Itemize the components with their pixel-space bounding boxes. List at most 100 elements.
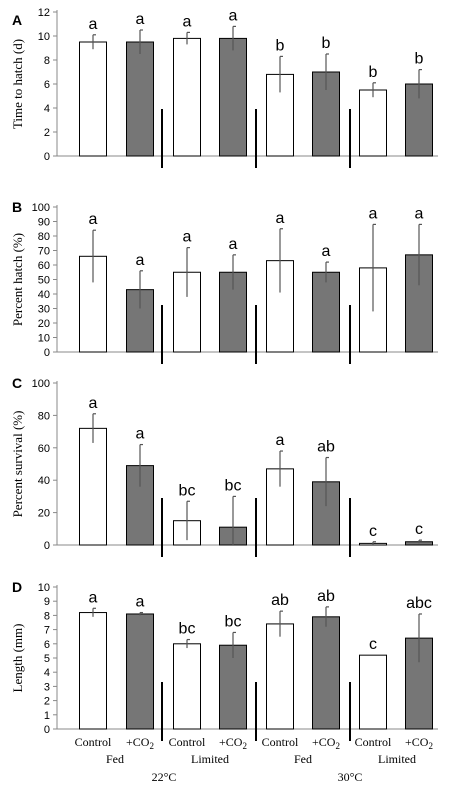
- bar: [219, 37, 247, 157]
- x-category-label: +CO2: [312, 735, 340, 751]
- significance-letter: a: [415, 205, 424, 222]
- y-tick-label: 20: [38, 508, 50, 520]
- bar: [405, 83, 433, 157]
- significance-letter: c: [415, 521, 423, 538]
- y-tick-label: 80: [38, 410, 50, 422]
- y-tick-label: 100: [32, 202, 50, 214]
- panel-letter: C: [12, 375, 22, 391]
- bar: [79, 427, 107, 546]
- y-tick-label: 90: [38, 217, 50, 229]
- feeding-label: Fed: [106, 752, 124, 766]
- y-tick-label: 4: [44, 103, 50, 115]
- y-tick-label: 6: [44, 639, 50, 651]
- significance-letter: b: [415, 51, 424, 68]
- panel-a: A Time to hatch (d) 0 2 4 6 8 10 12 a a a a b b b b: [10, 7, 438, 168]
- feeding-label: Limited: [191, 752, 229, 766]
- subscript-2: 2: [428, 741, 433, 751]
- bar: [266, 623, 294, 730]
- feeding-label: Limited: [378, 752, 416, 766]
- significance-letter: a: [136, 252, 145, 269]
- significance-letter: bc: [179, 621, 196, 638]
- y-tick-label: 80: [38, 231, 50, 243]
- subscript-2: 2: [242, 741, 247, 751]
- significance-letter: a: [322, 243, 331, 260]
- significance-letter: a: [136, 594, 145, 611]
- significance-letter: a: [183, 229, 192, 246]
- bar: [359, 654, 387, 730]
- subscript-2: 2: [335, 741, 340, 751]
- significance-letter: ab: [271, 592, 289, 609]
- significance-letter: bc: [225, 477, 242, 494]
- y-axis-title: Time to hatch (d): [10, 39, 25, 129]
- panel-letter: A: [12, 12, 22, 28]
- significance-letter: a: [136, 426, 145, 443]
- y-axis-title: Percent survival (%): [10, 411, 25, 518]
- temperature-label: 30°C: [338, 770, 363, 784]
- panel-letter: D: [12, 579, 22, 595]
- y-tick-label: 70: [38, 246, 50, 258]
- y-tick-label: 60: [38, 443, 50, 455]
- significance-letter: a: [89, 211, 98, 228]
- significance-letter: a: [89, 16, 98, 33]
- subscript-2: 2: [149, 741, 154, 751]
- bar: [79, 41, 107, 157]
- x-category-label: +CO2: [126, 735, 154, 751]
- feeding-label: Fed: [294, 752, 312, 766]
- bar: [173, 37, 201, 157]
- bar: [359, 89, 387, 157]
- y-tick-label: 20: [38, 318, 50, 330]
- x-category-label: Control: [262, 735, 299, 749]
- y-tick-label: 30: [38, 304, 50, 316]
- significance-letter: bc: [179, 482, 196, 499]
- x-category-label: Control: [355, 735, 392, 749]
- bar: [126, 41, 154, 157]
- y-tick-label: 5: [44, 653, 50, 665]
- panel-b: B Percent hatch (%) 0 10 20 30 40 50 60 70 80 90 100…: [10, 199, 438, 364]
- y-tick-label: 9: [44, 596, 50, 608]
- x-category-label: Control: [75, 735, 112, 749]
- y-tick-label: 10: [38, 333, 50, 345]
- significance-letter: b: [369, 64, 378, 81]
- y-axis-title: Percent hatch (%): [10, 233, 25, 326]
- significance-letter: c: [369, 636, 377, 653]
- bar: [219, 644, 247, 730]
- bar: [173, 643, 201, 730]
- x-category-label: Control: [169, 735, 206, 749]
- significance-letter: bc: [225, 613, 242, 630]
- significance-letter: abc: [406, 595, 432, 612]
- y-tick-label: 8: [44, 55, 50, 67]
- significance-letter: b: [276, 37, 285, 54]
- significance-letter: a: [276, 210, 285, 227]
- y-tick-label: 12: [38, 7, 50, 19]
- y-tick-label: 8: [44, 610, 50, 622]
- significance-letter: a: [89, 395, 98, 412]
- x-category-label: +CO2: [219, 735, 247, 751]
- y-tick-label: 1: [44, 710, 50, 722]
- y-tick-label: 4: [44, 667, 50, 679]
- y-tick-label: 10: [38, 31, 50, 43]
- significance-letter: a: [369, 205, 378, 222]
- significance-letter: a: [136, 11, 145, 28]
- y-tick-label: 10: [38, 582, 50, 594]
- bar: [79, 612, 107, 730]
- y-tick-label: 2: [44, 696, 50, 708]
- y-tick-label: 40: [38, 475, 50, 487]
- x-category-label: +CO2: [405, 735, 433, 751]
- y-tick-label: 60: [38, 260, 50, 272]
- significance-letter: a: [183, 13, 192, 30]
- y-tick-label: 0: [44, 347, 50, 359]
- significance-letter: a: [229, 236, 238, 253]
- y-tick-label: 40: [38, 289, 50, 301]
- significance-letter: ab: [317, 588, 335, 605]
- bar: [126, 613, 154, 730]
- bar: [312, 616, 340, 730]
- y-tick-label: 2: [44, 127, 50, 139]
- y-tick-label: 7: [44, 625, 50, 637]
- y-tick-label: 0: [44, 151, 50, 163]
- significance-letter: a: [89, 589, 98, 606]
- y-tick-label: 0: [44, 724, 50, 736]
- panel-letter: B: [12, 199, 22, 215]
